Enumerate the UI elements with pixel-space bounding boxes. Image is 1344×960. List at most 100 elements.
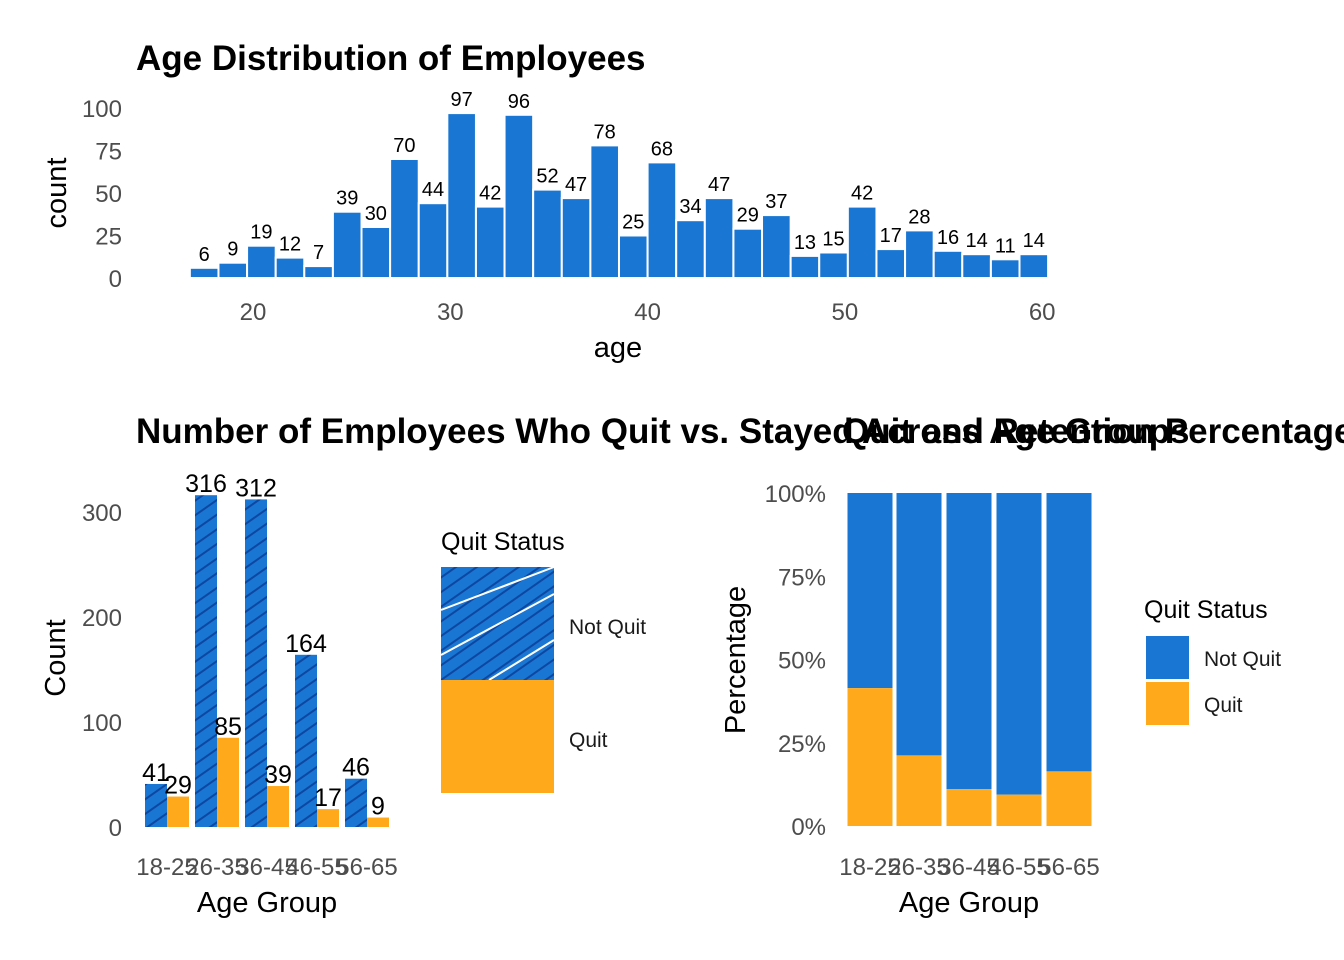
histogram-bar <box>789 254 821 279</box>
panel-age-histogram: Age Distribution of Employees 0 25 50 75 100… <box>41 39 1056 364</box>
histogram-bar <box>761 214 792 280</box>
histogram-bar <box>703 197 735 280</box>
bar-not-quit <box>996 493 1042 795</box>
bar-quit <box>217 737 239 827</box>
x-tick-label: 18-25 <box>136 854 197 881</box>
histogram-bar <box>246 244 277 279</box>
bar-quit <box>1046 771 1092 826</box>
legend: Quit Status Not Quit Quit <box>1144 596 1281 725</box>
y-tick-labels: 0 25 50 75 100 <box>82 96 122 293</box>
y-tick-label: 300 <box>82 500 122 527</box>
legend-key-quit <box>1146 682 1189 725</box>
histogram-bar <box>732 227 764 279</box>
bar-value-label: 97 <box>451 89 473 111</box>
x-axis-title: age <box>594 332 642 364</box>
bar-value-label: 14 <box>1023 230 1045 252</box>
histogram-bar <box>818 251 849 279</box>
legend-key-not-quit <box>1146 636 1189 679</box>
x-axis-title: Age Group <box>899 887 1039 919</box>
histogram-bar <box>875 248 907 280</box>
y-tick-label: 100% <box>765 481 826 508</box>
bar-value-label: 11 <box>995 235 1016 257</box>
bar-value-label: 42 <box>479 183 501 205</box>
chart-title: Quit and Retention Percentage <box>842 412 1344 451</box>
bar-value-label: 14 <box>965 230 987 252</box>
bar-value-label: 15 <box>822 229 844 251</box>
y-tick-labels: 0 100 200 300 <box>82 500 122 842</box>
bar-not-quit <box>847 493 893 689</box>
x-tick-label: 30 <box>437 299 464 326</box>
x-tick-label: 60 <box>1029 299 1056 326</box>
histogram-bar <box>560 197 592 280</box>
histogram-bar <box>188 266 220 279</box>
bar-quit <box>367 817 389 827</box>
bar-value-label: 19 <box>250 222 272 244</box>
y-tick-label: 50 <box>95 181 122 208</box>
chart-title: Age Distribution of Employees <box>136 39 646 78</box>
x-tick-label: 26-35 <box>186 854 247 881</box>
bar-value-label: 37 <box>765 191 787 213</box>
histogram-bar <box>675 219 706 279</box>
bar-quit <box>896 755 942 826</box>
bar-value-label: 42 <box>851 183 873 205</box>
histogram-bar <box>417 202 449 279</box>
bar-value-label: 85 <box>214 713 242 741</box>
bar-quit <box>317 809 339 827</box>
bar-value-label: 47 <box>565 174 587 196</box>
x-tick-label: 46-55 <box>988 854 1049 881</box>
legend-title: Quit Status <box>441 528 565 556</box>
bar-value-label: 17 <box>880 225 902 247</box>
bar-not-quit <box>896 493 942 756</box>
bar-value-label: 34 <box>679 196 701 218</box>
bar-not-quit <box>295 654 317 827</box>
histogram-bar <box>989 258 1021 279</box>
bar-value-label: 96 <box>508 91 530 113</box>
bar-quit <box>267 786 289 827</box>
histogram-bars <box>188 112 1050 280</box>
histogram-bar <box>932 249 964 280</box>
histogram-bar <box>274 256 306 280</box>
histogram-bar <box>389 158 420 279</box>
bar-value-label: 41 <box>142 759 170 787</box>
legend-label-not-quit: Not Quit <box>569 616 646 639</box>
y-tick-labels: 0% 25% 50% 75% 100% <box>765 481 826 841</box>
y-tick-label: 0 <box>109 266 122 293</box>
legend-hatch-line <box>488 639 555 681</box>
histogram-bar <box>646 161 678 279</box>
y-tick-label: 0% <box>791 814 826 841</box>
histogram-bar <box>474 205 506 280</box>
x-tick-label: 26-35 <box>888 854 949 881</box>
bar-value-label: 47 <box>708 174 730 196</box>
y-axis-title: Count <box>40 619 72 696</box>
bar-value-label: 30 <box>365 203 387 225</box>
bar-value-label: 316 <box>185 470 227 498</box>
histogram-bar <box>360 226 392 279</box>
stacked-bars <box>847 493 1092 826</box>
histogram-bar <box>503 113 535 279</box>
x-tick-label: 50 <box>832 299 859 326</box>
bar-value-label: 9 <box>371 793 385 821</box>
y-tick-label: 0 <box>109 815 122 842</box>
bar-not-quit <box>345 778 367 827</box>
legend-label-quit: Quit <box>569 729 608 752</box>
histogram-bar <box>846 205 878 280</box>
x-tick-label: 36-45 <box>236 854 297 881</box>
x-tick-label: 46-55 <box>286 854 347 881</box>
x-tick-label: 56-65 <box>336 854 397 881</box>
x-tick-label: 20 <box>240 299 267 326</box>
y-axis-title: Percentage <box>720 586 752 734</box>
legend-label-quit: Quit <box>1204 694 1243 717</box>
legend-title: Quit Status <box>1144 596 1268 624</box>
bar-not-quit <box>1046 493 1092 772</box>
legend-key-quit <box>441 680 554 793</box>
legend-label-not-quit: Not Quit <box>1204 648 1281 671</box>
bar-value-label: 28 <box>908 206 930 228</box>
bar-value-label: 164 <box>285 630 327 658</box>
y-tick-label: 100 <box>82 96 122 123</box>
bar-value-label: 46 <box>342 754 370 782</box>
legend-hatch-line <box>440 593 555 656</box>
y-tick-label: 25 <box>95 224 122 251</box>
bar-not-quit <box>245 499 267 827</box>
